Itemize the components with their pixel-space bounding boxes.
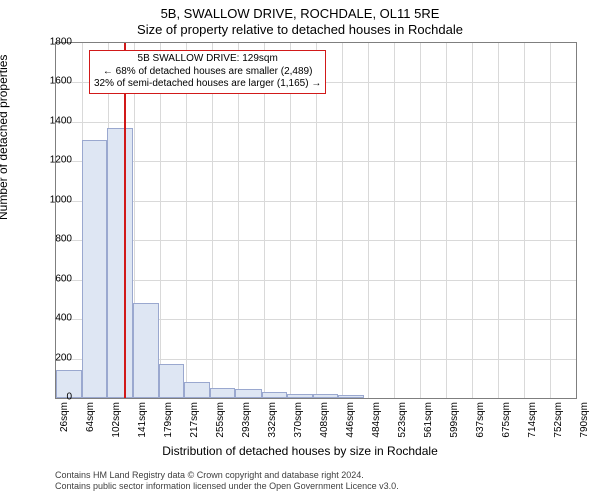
footer-line-2: Contains public sector information licen… xyxy=(55,481,399,492)
y-tick-label: 1600 xyxy=(32,76,72,87)
histogram-bar xyxy=(159,364,185,398)
gridline-v xyxy=(550,43,551,398)
gridline-v xyxy=(316,43,317,398)
plot-area xyxy=(55,42,577,399)
histogram-bar xyxy=(210,388,236,398)
gridline-v xyxy=(524,43,525,398)
y-tick-label: 600 xyxy=(32,273,72,284)
histogram-bar xyxy=(262,392,288,398)
x-tick-label: 141sqm xyxy=(137,402,148,442)
x-axis-label: Distribution of detached houses by size … xyxy=(0,444,600,458)
x-tick-label: 752sqm xyxy=(553,402,564,442)
x-tick-label: 408sqm xyxy=(319,402,330,442)
x-tick-label: 102sqm xyxy=(111,402,122,442)
y-tick-label: 1400 xyxy=(32,115,72,126)
histogram-bar xyxy=(235,389,261,398)
chart-subtitle: Size of property relative to detached ho… xyxy=(0,22,600,42)
annotation-line-2: ← 68% of detached houses are smaller (2,… xyxy=(94,66,321,79)
histogram-bar xyxy=(133,303,159,398)
x-tick-label: 255sqm xyxy=(215,402,226,442)
gridline-v xyxy=(446,43,447,398)
annotation-line-3: 32% of semi-detached houses are larger (… xyxy=(94,78,321,91)
reference-line xyxy=(124,43,126,398)
x-tick-label: 637sqm xyxy=(475,402,486,442)
chart-title: 5B, SWALLOW DRIVE, ROCHDALE, OL11 5RE xyxy=(0,0,600,22)
x-tick-label: 599sqm xyxy=(449,402,460,442)
gridline-v xyxy=(264,43,265,398)
x-tick-label: 446sqm xyxy=(345,402,356,442)
x-tick-label: 64sqm xyxy=(85,402,96,442)
footer: Contains HM Land Registry data © Crown c… xyxy=(55,470,399,493)
y-axis-label: Number of detached properties xyxy=(0,55,10,220)
y-tick-label: 0 xyxy=(32,392,72,403)
x-tick-label: 293sqm xyxy=(241,402,252,442)
y-tick-label: 1800 xyxy=(32,37,72,48)
gridline-v xyxy=(394,43,395,398)
x-tick-label: 332sqm xyxy=(267,402,278,442)
gridline-v xyxy=(342,43,343,398)
y-tick-label: 1000 xyxy=(32,194,72,205)
x-tick-label: 26sqm xyxy=(59,402,70,442)
y-tick-label: 1200 xyxy=(32,155,72,166)
histogram-bar xyxy=(82,140,108,398)
gridline-v xyxy=(212,43,213,398)
gridline-v xyxy=(420,43,421,398)
histogram-bar xyxy=(184,382,210,398)
y-tick-label: 400 xyxy=(32,313,72,324)
y-tick-label: 800 xyxy=(32,234,72,245)
x-tick-label: 370sqm xyxy=(293,402,304,442)
gridline-v xyxy=(238,43,239,398)
gridline-v xyxy=(160,43,161,398)
x-tick-label: 484sqm xyxy=(371,402,382,442)
footer-line-1: Contains HM Land Registry data © Crown c… xyxy=(55,470,399,481)
gridline-v xyxy=(472,43,473,398)
gridline-v xyxy=(186,43,187,398)
y-tick-label: 200 xyxy=(32,352,72,363)
histogram-bar xyxy=(338,395,364,398)
x-tick-label: 561sqm xyxy=(423,402,434,442)
x-tick-label: 217sqm xyxy=(189,402,200,442)
annotation-line-1: 5B SWALLOW DRIVE: 129sqm xyxy=(94,53,321,66)
gridline-v xyxy=(290,43,291,398)
annotation-box: 5B SWALLOW DRIVE: 129sqm ← 68% of detach… xyxy=(89,50,326,94)
plot-outer: 5B SWALLOW DRIVE: 129sqm ← 68% of detach… xyxy=(55,42,575,397)
histogram-bar xyxy=(107,128,133,398)
x-tick-label: 675sqm xyxy=(501,402,512,442)
histogram-bar xyxy=(287,394,313,398)
x-tick-label: 523sqm xyxy=(397,402,408,442)
x-tick-label: 790sqm xyxy=(579,402,590,442)
gridline-v xyxy=(368,43,369,398)
x-tick-label: 714sqm xyxy=(527,402,538,442)
x-tick-label: 179sqm xyxy=(163,402,174,442)
histogram-bar xyxy=(313,394,339,398)
chart-container: 5B, SWALLOW DRIVE, ROCHDALE, OL11 5RE Si… xyxy=(0,0,600,500)
gridline-v xyxy=(498,43,499,398)
